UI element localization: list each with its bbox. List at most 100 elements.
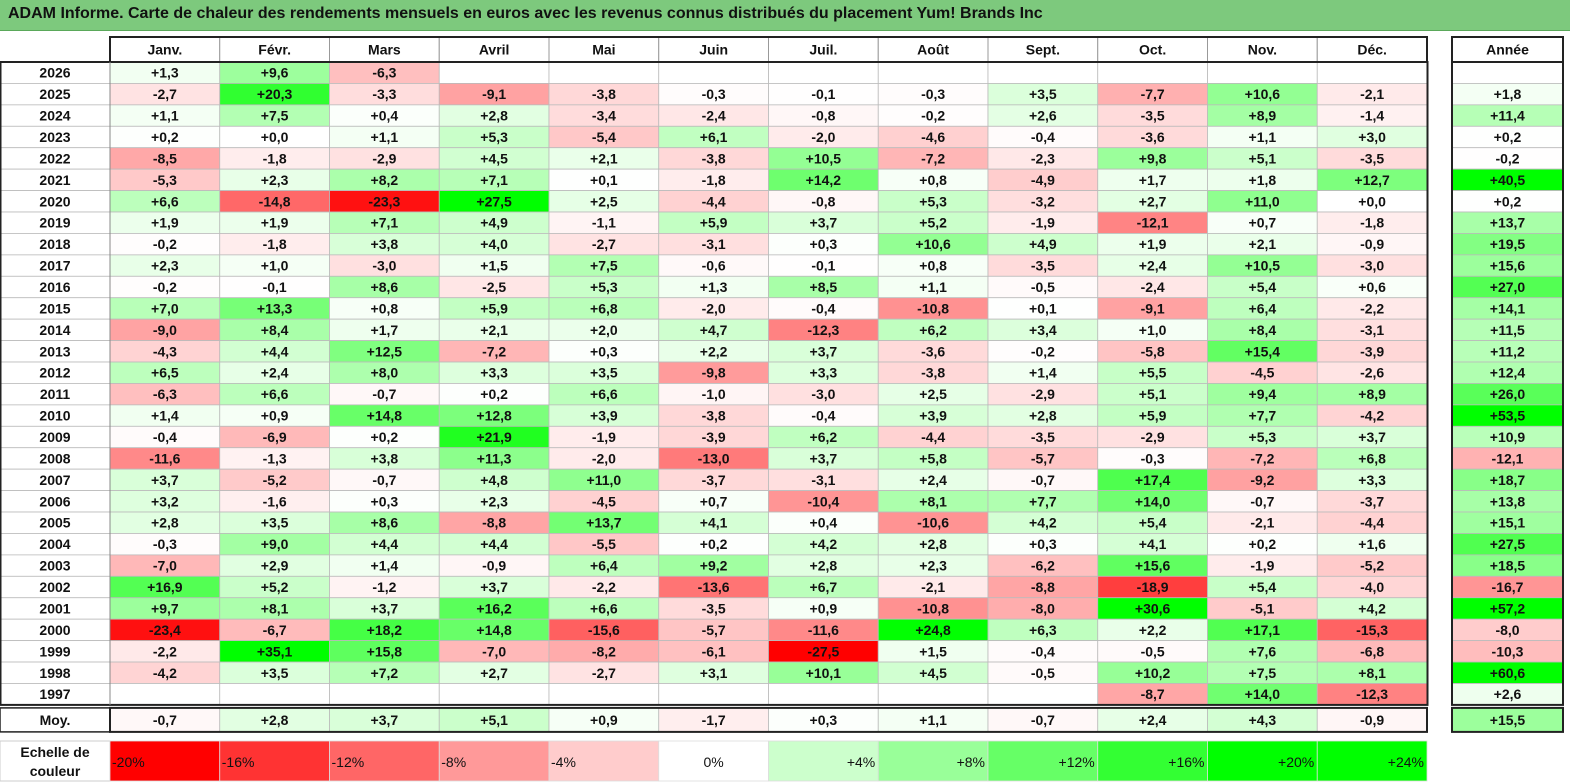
cell-value: -0,3 [1141,450,1165,466]
year-label: 2005 [39,515,70,531]
cell-value: +2,1 [1249,236,1277,252]
cell-value: -5,5 [592,536,616,552]
cell-value: +5,2 [919,215,947,231]
cell-value: -3,5 [1360,150,1384,166]
cell-value: +4,4 [480,536,508,552]
cell-value: -10,8 [917,600,949,616]
cell-value: +1,8 [1249,172,1277,188]
cell-value: +0,3 [371,493,399,509]
month-header-label: Août [917,42,949,58]
cell-value: +5,4 [1139,515,1167,531]
heatmap-cell [877,61,989,84]
cell-value: -4,2 [1360,408,1384,424]
cell-value: -2,0 [811,129,835,145]
cell-value: -0,5 [1031,665,1055,681]
cell-value: +0,0 [1358,193,1386,209]
cell-value: +8,0 [371,365,399,381]
cell-value: +5,3 [480,129,508,145]
scale-swatch [1207,740,1318,782]
cell-value: +2,6 [1029,108,1057,124]
annual-value: +18,7 [1490,472,1526,488]
cell-value: -0,3 [921,86,945,102]
scale-label: +8% [957,754,985,770]
cell-value: +20,3 [257,86,293,102]
cell-value: +7,6 [1249,643,1277,659]
cell-value: -3,5 [702,600,726,616]
cell-value: +11,0 [1245,193,1280,209]
cell-value: +17,1 [1245,622,1281,638]
heatmap-cell [658,683,769,706]
cell-value: +4,2 [1029,515,1057,531]
cell-value: -8,8 [1031,579,1055,595]
cell-value: +8,2 [371,172,399,188]
cell-value: -14,8 [259,193,291,209]
cell-value: -1,9 [1031,215,1055,231]
cell-value: +7,2 [371,665,399,681]
avg-value: +0,9 [590,712,618,728]
cell-value: -0,7 [1250,493,1274,509]
cell-value: -5,3 [153,172,177,188]
cell-value: +0,2 [480,386,508,402]
cell-value: +1,6 [1358,536,1386,552]
cell-value: -6,3 [372,65,396,81]
cell-value: +3,7 [1358,429,1386,445]
cell-value: +3,5 [261,515,289,531]
scale-swatch [658,740,769,782]
cell-value: -3,8 [702,408,726,424]
cell-value: -2,7 [592,665,616,681]
cell-value: -3,0 [372,258,396,274]
cell-value: -0,1 [811,258,835,274]
annual-value: +27,0 [1490,279,1526,295]
annual-value: +2,6 [1494,686,1522,702]
cell-value: +2,0 [590,322,618,338]
scale-label: +12% [1059,754,1095,770]
cell-value: +3,5 [1029,86,1057,102]
heatmap-cell [548,61,660,84]
cell-value: +2,9 [261,558,289,574]
cell-value: -3,0 [811,386,835,402]
cell-value: +12,7 [1354,172,1390,188]
cell-value: -6,1 [702,643,726,659]
year-label: 2009 [39,429,70,445]
cell-value: +15,6 [1135,558,1171,574]
month-header-label: Mars [368,42,401,58]
scale-swatch [768,740,879,782]
annual-value: +18,5 [1490,558,1526,574]
cell-value: +0,2 [700,536,728,552]
cell-value: -2,0 [592,450,616,466]
cell-value: -4,5 [592,493,616,509]
annual-value: +53,5 [1490,408,1526,424]
title-band: ADAM Informe. Carte de chaleur des rende… [0,0,1570,31]
cell-value: +2,4 [1139,258,1167,274]
cell-value: -2,2 [592,579,616,595]
cell-value: +1,9 [151,215,179,231]
cell-value: +27,5 [476,193,512,209]
cell-value: -4,0 [1360,579,1384,595]
annual-value: +11,5 [1490,322,1525,338]
cell-value: -2,2 [1360,300,1384,316]
cell-value: -0,7 [372,472,396,488]
cell-value: +0,1 [590,172,618,188]
heatmap-cell [1207,61,1318,84]
cell-value: +9,4 [1249,386,1277,402]
cell-value: +0,4 [810,515,838,531]
scale-label: 0% [704,754,724,770]
cell-value: -7,2 [1250,450,1274,466]
scale-swatch [1097,740,1208,782]
cell-value: +6,8 [1358,450,1386,466]
cell-value: -3,6 [921,343,945,359]
cell-value: +0,8 [919,172,947,188]
annual-cell [1451,61,1564,84]
avg-cell [1097,707,1208,733]
cell-value: -0,4 [811,408,835,424]
cell-value: +1,7 [371,322,399,338]
cell-value: +1,1 [371,129,399,145]
year-label: 2008 [39,450,70,466]
cell-value: +10,5 [1245,258,1281,274]
month-header-label: Déc. [1357,42,1387,58]
cell-value: -9,2 [1250,472,1274,488]
cell-value: +1,5 [919,643,947,659]
cell-value: -2,2 [153,643,177,659]
year-label: 2001 [39,600,70,616]
cell-value: -1,0 [702,386,726,402]
